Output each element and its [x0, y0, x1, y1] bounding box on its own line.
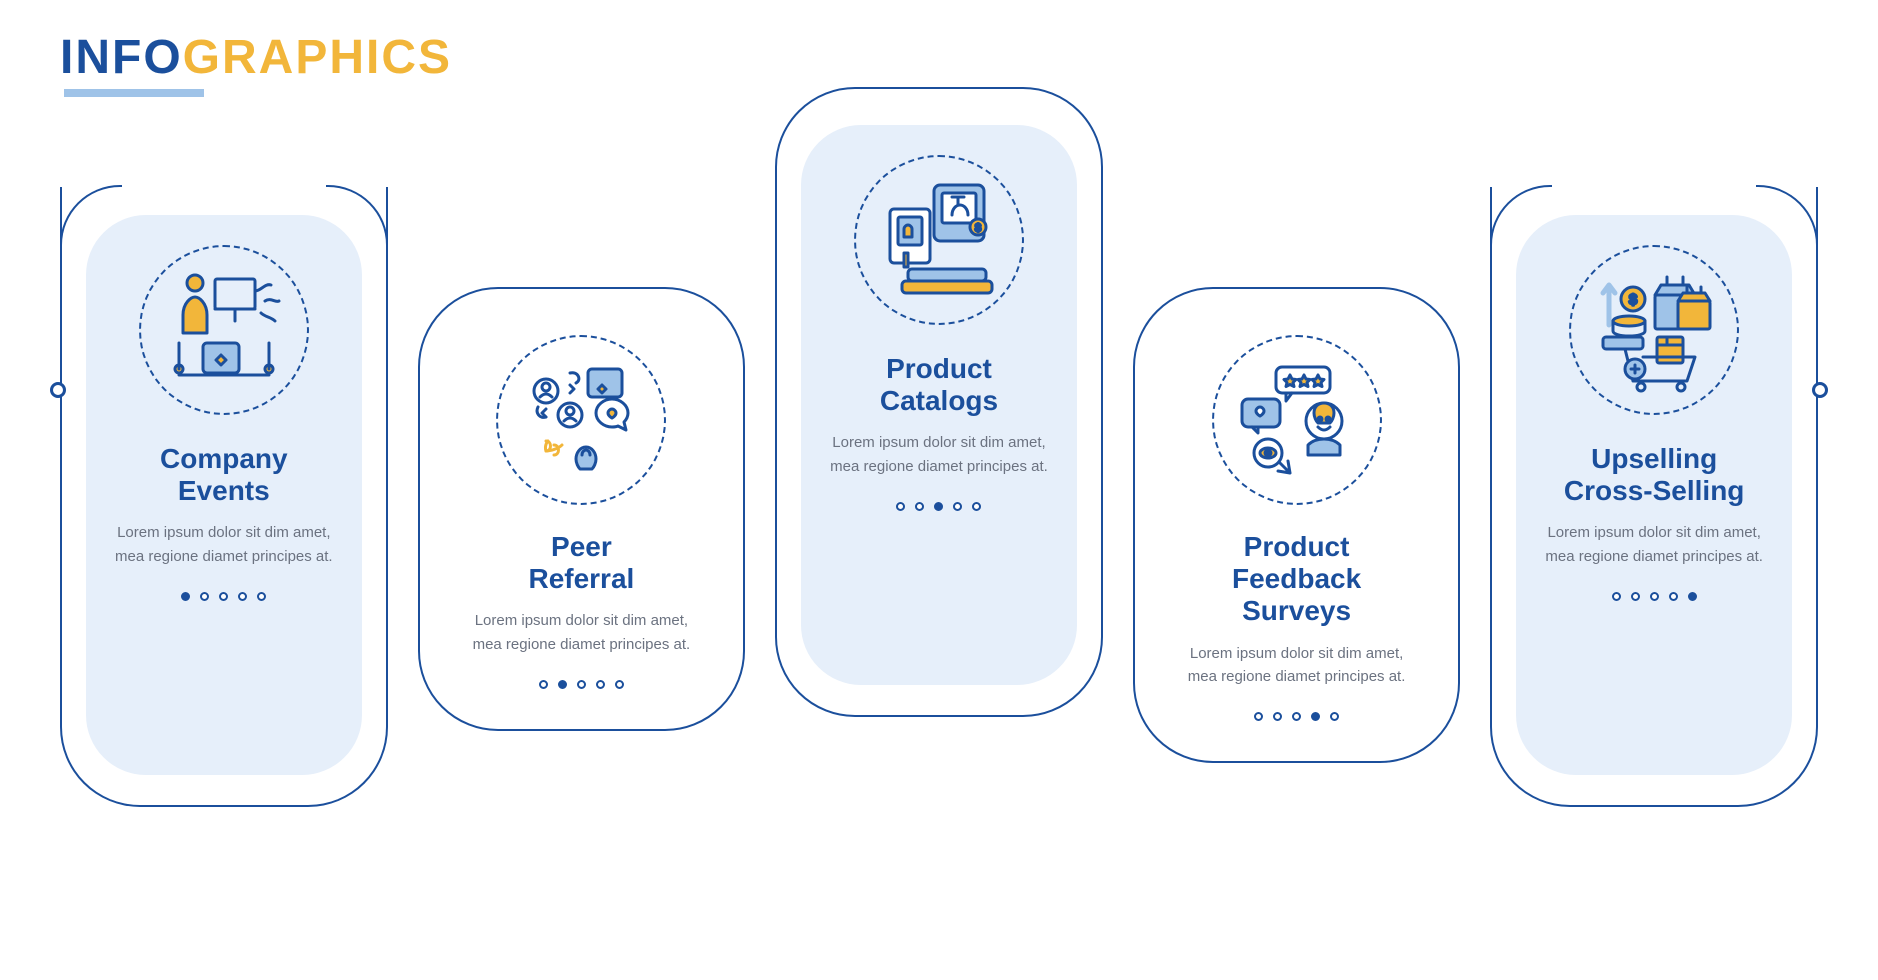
feedback-icon — [1212, 335, 1382, 505]
card-inner: ProductFeedbackSurveys Lorem ipsum dolor… — [1159, 325, 1435, 731]
card-body: Lorem ipsum dolor sit dim amet, mea regi… — [464, 609, 700, 656]
cards-row: CompanyEvents Lorem ipsum dolor sit dim … — [60, 87, 1818, 807]
card-inner: $ Upselli — [1516, 215, 1792, 775]
pagination-dots — [896, 502, 981, 511]
dot[interactable] — [896, 502, 905, 511]
dot[interactable] — [1631, 592, 1640, 601]
connector-start-ring — [50, 382, 66, 398]
connector-end-ring — [1812, 382, 1828, 398]
card-title: ProductCatalogs — [880, 353, 998, 417]
catalogs-icon: $ — [854, 155, 1024, 325]
card-body: Lorem ipsum dolor sit dim amet, mea regi… — [106, 521, 342, 568]
dot[interactable] — [615, 680, 624, 689]
card-body: Lorem ipsum dolor sit dim amet, mea regi… — [821, 431, 1057, 478]
pagination-dots — [539, 680, 624, 689]
dot[interactable] — [1612, 592, 1621, 601]
svg-text:$: $ — [1629, 291, 1637, 307]
dot[interactable] — [915, 502, 924, 511]
card-upselling: $ Upselli — [1490, 187, 1818, 807]
dot[interactable] — [200, 592, 209, 601]
card-inner: $ ProductCatalogs Lorem ipsum dolor sit … — [801, 125, 1077, 685]
dot[interactable] — [558, 680, 567, 689]
dot[interactable] — [972, 502, 981, 511]
title-part2: GRAPHICS — [183, 31, 452, 84]
card-outline: $ ProductCatalogs Lorem ipsum dolor sit … — [775, 87, 1103, 717]
card-peer-referral: PeerReferral Lorem ipsum dolor sit dim a… — [418, 287, 746, 731]
dot[interactable] — [934, 502, 943, 511]
dot[interactable] — [181, 592, 190, 601]
dot[interactable] — [953, 502, 962, 511]
pagination-dots — [1254, 712, 1339, 721]
card-inner: CompanyEvents Lorem ipsum dolor sit dim … — [86, 215, 362, 775]
dot[interactable] — [219, 592, 228, 601]
card-inner: PeerReferral Lorem ipsum dolor sit dim a… — [444, 325, 720, 699]
card-title: PeerReferral — [528, 531, 634, 595]
card-body: Lorem ipsum dolor sit dim amet, mea regi… — [1179, 642, 1415, 689]
dot[interactable] — [238, 592, 247, 601]
card-title: UpsellingCross-Selling — [1564, 443, 1744, 507]
pagination-dots — [181, 592, 266, 601]
dot[interactable] — [1669, 592, 1678, 601]
page-title: INFOGRAPHICS — [60, 30, 452, 85]
events-icon — [139, 245, 309, 415]
card-feedback-surveys: ProductFeedbackSurveys Lorem ipsum dolor… — [1133, 287, 1461, 763]
svg-text:$: $ — [975, 223, 981, 234]
dot[interactable] — [1688, 592, 1697, 601]
dot[interactable] — [1254, 712, 1263, 721]
dot[interactable] — [1273, 712, 1282, 721]
dot[interactable] — [257, 592, 266, 601]
dot[interactable] — [596, 680, 605, 689]
pagination-dots — [1612, 592, 1697, 601]
card-product-catalogs: $ ProductCatalogs Lorem ipsum dolor sit … — [775, 87, 1103, 717]
card-outline: CompanyEvents Lorem ipsum dolor sit dim … — [60, 187, 388, 807]
dot[interactable] — [1292, 712, 1301, 721]
card-title: ProductFeedbackSurveys — [1232, 531, 1361, 628]
card-body: Lorem ipsum dolor sit dim amet, mea regi… — [1536, 521, 1772, 568]
dot[interactable] — [1330, 712, 1339, 721]
card-title: CompanyEvents — [160, 443, 288, 507]
dot[interactable] — [1650, 592, 1659, 601]
referral-icon — [496, 335, 666, 505]
card-outline: ProductFeedbackSurveys Lorem ipsum dolor… — [1133, 287, 1461, 763]
upselling-icon: $ — [1569, 245, 1739, 415]
card-outline: PeerReferral Lorem ipsum dolor sit dim a… — [418, 287, 746, 731]
dot[interactable] — [1311, 712, 1320, 721]
card-outline: $ Upselli — [1490, 187, 1818, 807]
title-part1: INFO — [60, 31, 183, 84]
dot[interactable] — [539, 680, 548, 689]
card-company-events: CompanyEvents Lorem ipsum dolor sit dim … — [60, 187, 388, 807]
dot[interactable] — [577, 680, 586, 689]
